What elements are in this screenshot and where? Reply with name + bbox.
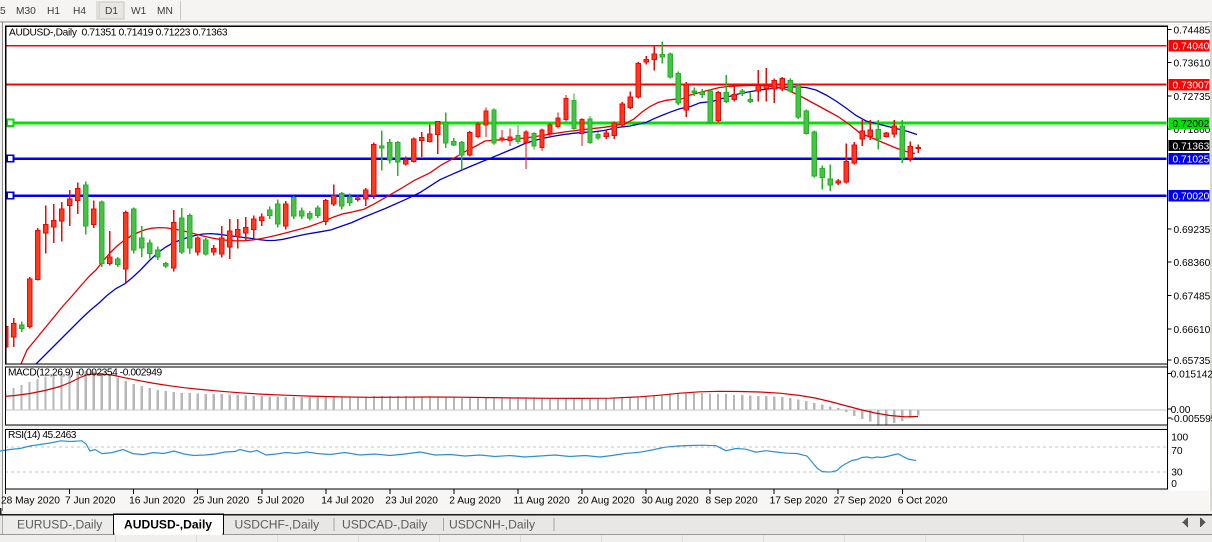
svg-text:USDCAD-,Daily: USDCAD-,Daily — [342, 518, 428, 532]
svg-text:0.74485: 0.74485 — [1174, 25, 1211, 36]
svg-text:11 Aug 2020: 11 Aug 2020 — [513, 496, 570, 507]
svg-text:RSI(14) 45.2463: RSI(14) 45.2463 — [8, 430, 77, 441]
svg-text:0.70020: 0.70020 — [1173, 192, 1210, 203]
svg-text:D1: D1 — [105, 6, 118, 17]
svg-text:0.73610: 0.73610 — [1174, 59, 1211, 70]
svg-text:0.71363: 0.71363 — [1173, 141, 1210, 152]
svg-text:0.66610: 0.66610 — [1174, 325, 1211, 336]
svg-text:-0.005595: -0.005595 — [1171, 414, 1212, 425]
svg-text:0: 0 — [1171, 479, 1177, 490]
svg-text:H1: H1 — [47, 6, 60, 17]
svg-text:23 Jul 2020: 23 Jul 2020 — [385, 496, 438, 507]
svg-text:30: 30 — [1171, 468, 1183, 479]
svg-text:MN: MN — [157, 6, 173, 17]
svg-text:100: 100 — [1171, 433, 1188, 444]
svg-text:25 Jun 2020: 25 Jun 2020 — [193, 496, 249, 507]
svg-text:M30: M30 — [16, 6, 36, 17]
svg-text:0.71860: 0.71860 — [1174, 125, 1211, 136]
svg-text:0.67485: 0.67485 — [1174, 292, 1211, 303]
svg-text:30 Aug 2020: 30 Aug 2020 — [642, 496, 700, 507]
svg-text:AUDUSD-,Daily 0.71351 0.71419: AUDUSD-,Daily 0.71351 0.71419 0.71223 0.… — [9, 28, 228, 39]
svg-text:2 Aug 2020: 2 Aug 2020 — [449, 496, 501, 507]
svg-text:14 Jul 2020: 14 Jul 2020 — [321, 496, 374, 507]
svg-text:7 Jun 2020: 7 Jun 2020 — [65, 496, 116, 507]
svg-text:70: 70 — [1171, 446, 1183, 457]
svg-text:0.74040: 0.74040 — [1173, 42, 1210, 53]
svg-text:28 May 2020: 28 May 2020 — [1, 496, 60, 507]
svg-text:W1: W1 — [131, 6, 147, 17]
svg-text:0.73007: 0.73007 — [1173, 81, 1210, 92]
svg-text:0.68360: 0.68360 — [1174, 258, 1211, 269]
svg-text:27 Sep 2020: 27 Sep 2020 — [834, 496, 892, 507]
svg-text:EURUSD-,Daily: EURUSD-,Daily — [17, 518, 103, 532]
svg-text:USDCHF-,Daily: USDCHF-,Daily — [235, 518, 321, 532]
svg-text:6 Oct 2020: 6 Oct 2020 — [898, 496, 948, 507]
svg-text:0.71025: 0.71025 — [1173, 155, 1210, 166]
svg-text:17 Sep 2020: 17 Sep 2020 — [770, 496, 828, 507]
svg-text:USDCNH-,Daily: USDCNH-,Daily — [449, 518, 536, 532]
svg-text:0.72735: 0.72735 — [1174, 92, 1211, 103]
svg-text:0.69235: 0.69235 — [1174, 225, 1211, 236]
svg-text:0.015142: 0.015142 — [1171, 370, 1212, 381]
svg-text:0.72002: 0.72002 — [1173, 119, 1210, 130]
svg-text:0.65735: 0.65735 — [1174, 356, 1211, 367]
svg-text:MACD(12,26,9) -0.002354 -0.002: MACD(12,26,9) -0.002354 -0.002949 — [8, 368, 162, 379]
svg-text:20 Aug 2020: 20 Aug 2020 — [577, 496, 635, 507]
svg-text:16 Jun 2020: 16 Jun 2020 — [129, 496, 185, 507]
svg-text:5: 5 — [0, 6, 6, 17]
svg-text:8 Sep 2020: 8 Sep 2020 — [706, 496, 758, 507]
svg-text:0.00: 0.00 — [1171, 405, 1191, 416]
svg-text:H4: H4 — [73, 6, 86, 17]
svg-text:AUDUSD-,Daily: AUDUSD-,Daily — [124, 518, 212, 532]
svg-text:5 Jul 2020: 5 Jul 2020 — [257, 496, 304, 507]
